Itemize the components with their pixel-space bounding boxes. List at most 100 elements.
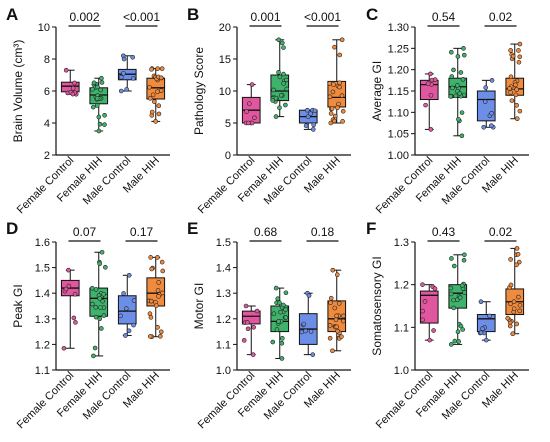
p-value-label: 0.02 xyxy=(489,10,513,24)
data-point xyxy=(448,291,454,297)
y-axis-label: Peak GI xyxy=(11,284,25,327)
data-point xyxy=(159,66,165,71)
y-tick-label: 1.6 xyxy=(35,237,50,249)
p-value-label: 0.68 xyxy=(254,225,278,239)
data-point xyxy=(131,298,137,303)
data-point xyxy=(451,297,456,303)
data-point xyxy=(449,74,455,79)
panel-label-f: F xyxy=(366,219,376,238)
data-point xyxy=(487,313,492,319)
data-point xyxy=(420,282,425,287)
data-point xyxy=(460,327,465,332)
data-point xyxy=(514,262,519,268)
y-tick-label: 6 xyxy=(44,86,50,98)
y-tick-label: 1.1 xyxy=(35,365,50,377)
data-point xyxy=(432,286,438,291)
data-point xyxy=(277,105,282,111)
data-point xyxy=(508,282,514,288)
data-point xyxy=(271,311,277,317)
data-point xyxy=(305,107,310,113)
data-point xyxy=(101,313,107,318)
data-point xyxy=(283,315,289,320)
data-point xyxy=(278,309,283,315)
data-point xyxy=(308,329,314,334)
data-point xyxy=(155,324,160,330)
data-point xyxy=(420,317,425,323)
data-point xyxy=(241,338,247,343)
data-point xyxy=(279,356,285,361)
data-point xyxy=(335,105,340,111)
panel-label-d: D xyxy=(6,219,18,238)
data-point xyxy=(513,92,519,98)
data-point xyxy=(517,108,523,114)
y-tick-label: 1.15 xyxy=(388,86,409,98)
p-value-label: 0.02 xyxy=(489,225,513,239)
data-point xyxy=(459,283,465,288)
data-point xyxy=(514,102,519,108)
data-point xyxy=(247,101,252,106)
data-point xyxy=(254,308,260,314)
data-point xyxy=(277,74,283,80)
y-tick-label: 1.5 xyxy=(35,263,50,275)
data-point xyxy=(156,103,162,109)
y-tick-label: 1.2 xyxy=(216,314,231,326)
data-point xyxy=(94,96,100,101)
data-point xyxy=(328,120,334,126)
data-point xyxy=(303,123,309,129)
data-point xyxy=(461,46,466,51)
data-point xyxy=(514,87,519,92)
data-point xyxy=(448,285,454,291)
data-point xyxy=(243,303,249,309)
data-point xyxy=(457,295,463,300)
data-point xyxy=(93,314,99,320)
data-point xyxy=(251,325,256,330)
y-tick-label: 1.3 xyxy=(216,288,231,300)
data-point xyxy=(517,54,523,60)
data-point xyxy=(339,37,345,43)
data-point xyxy=(63,67,69,73)
data-point xyxy=(334,324,340,330)
data-point xyxy=(123,333,128,338)
data-point xyxy=(451,263,457,269)
data-point xyxy=(270,339,276,345)
data-point xyxy=(332,305,338,311)
data-point xyxy=(73,320,78,325)
data-point xyxy=(336,101,341,107)
data-point xyxy=(482,99,488,104)
data-point xyxy=(99,249,105,255)
data-point xyxy=(489,111,494,116)
data-point xyxy=(517,308,523,314)
data-point xyxy=(460,77,466,82)
data-point xyxy=(273,114,279,119)
y-tick-label: 1.0 xyxy=(394,365,409,377)
data-point xyxy=(103,264,108,270)
data-point xyxy=(273,285,279,291)
y-tick-label: 1.1 xyxy=(394,322,409,334)
data-point xyxy=(72,291,78,297)
panel-label-e: E xyxy=(187,219,198,238)
y-axis-label: Somatosensory GI xyxy=(370,256,384,355)
data-point xyxy=(480,326,485,331)
y-axis-label: Brain Volume (cm³) xyxy=(11,40,25,143)
data-point xyxy=(510,53,516,59)
data-point xyxy=(279,340,285,346)
data-point xyxy=(66,283,72,289)
data-point xyxy=(511,299,517,305)
data-point xyxy=(270,98,276,103)
data-point xyxy=(70,85,76,91)
data-point xyxy=(478,299,484,305)
data-point xyxy=(514,321,520,327)
data-point xyxy=(514,116,520,122)
data-point xyxy=(94,103,100,108)
data-point xyxy=(310,352,316,357)
data-point xyxy=(154,303,159,308)
data-point xyxy=(121,71,126,76)
data-point xyxy=(334,313,339,319)
data-point xyxy=(283,102,288,108)
data-point xyxy=(155,66,160,71)
y-tick-label: 5 xyxy=(225,118,231,130)
data-point xyxy=(423,102,428,108)
data-point xyxy=(329,106,335,111)
data-point xyxy=(428,71,433,77)
